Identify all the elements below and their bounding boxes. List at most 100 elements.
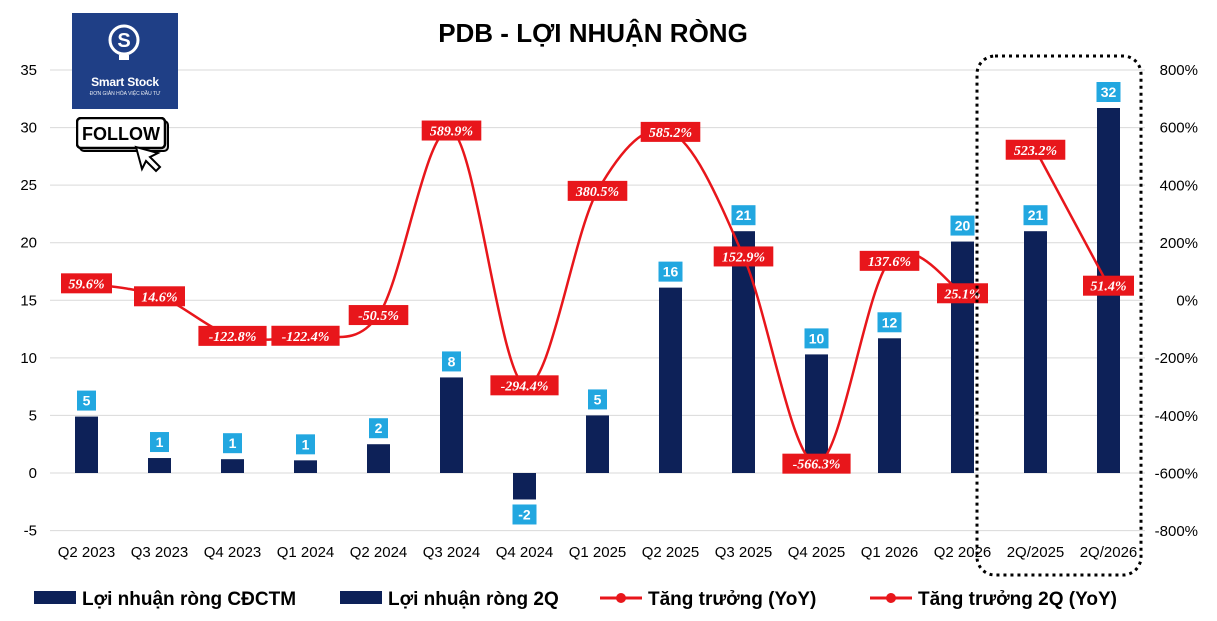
x-tick-label: Q1 2024: [277, 544, 335, 561]
y-axis-right: -800% -600% -400% -200% 0% 200% 400% 600% 800%: [1155, 62, 1198, 540]
y-axis-left: -5 0 5 10 15 20 25 30 35: [20, 62, 37, 540]
growth-label: 59.6%: [68, 277, 104, 292]
growth-label-box: [490, 375, 559, 396]
bar-label-box: [1096, 81, 1121, 102]
growth-line: [1034, 149, 1110, 287]
legend-label: Lợi nhuận ròng CĐCTM: [82, 589, 296, 610]
growth-label: 585.2%: [649, 126, 692, 141]
bar-label: 5: [594, 391, 602, 407]
y-right-tick-label: -200%: [1155, 350, 1198, 367]
y-left-tick-label: 30: [20, 120, 37, 137]
bar-label: 1: [302, 436, 310, 452]
x-tick-label: Q3 2025: [715, 544, 773, 561]
cursor-icon: [134, 145, 162, 173]
bar-label-box: [1023, 205, 1048, 226]
follow-button-label: FOLLOW: [82, 124, 160, 144]
growth-label-box: [640, 121, 701, 142]
growth-label: 137.6%: [868, 255, 911, 270]
bar-label-box: [369, 418, 388, 439]
x-tick-label: Q3 2023: [131, 544, 189, 561]
bar-label: 1: [156, 434, 164, 450]
bar-label-box: [588, 389, 607, 410]
legend-label: Tăng trưởng 2Q (YoY): [918, 589, 1117, 610]
growth-label: 380.5%: [575, 185, 619, 200]
bar-label: 12: [882, 314, 898, 330]
y-right-tick-label: -600%: [1155, 465, 1198, 482]
bar: [367, 444, 390, 473]
y-right-tick-label: 800%: [1160, 62, 1198, 79]
bar: [75, 416, 98, 473]
growth-label: 14.6%: [141, 290, 177, 305]
y-left-tick-label: 5: [29, 407, 37, 424]
y-left-tick-label: 20: [20, 235, 37, 252]
legend-marker: [886, 593, 896, 603]
bar: [294, 460, 317, 473]
svg-text:S: S: [117, 30, 130, 52]
logo-name: Smart Stock: [91, 75, 159, 89]
y-left-tick-label: 10: [20, 350, 37, 367]
growth-label: -566.3%: [793, 458, 841, 473]
bar-label: 21: [736, 207, 752, 223]
bar-label-box: [658, 261, 683, 282]
bar: [148, 458, 171, 473]
y-left-tick-label: 35: [20, 62, 37, 79]
x-tick-label: Q2 2024: [350, 544, 408, 561]
highlight-frame: [975, 54, 1143, 577]
bar-label-box: [950, 215, 975, 236]
bar: [1024, 231, 1047, 473]
bar: [878, 338, 901, 473]
growth-line: [86, 128, 964, 465]
bar: [586, 415, 609, 473]
bar-label-box: [77, 390, 96, 411]
lightbulb-icon: S: [108, 24, 140, 60]
bar-label: 10: [809, 330, 825, 346]
x-tick-label: Q4 2023: [204, 544, 262, 561]
growth-labels: 59.6% 14.6% -122.8% -122.4% -50.5% 589.9% -294…: [61, 120, 1134, 474]
bar-label-box: [442, 351, 461, 372]
y-left-tick-label: 0: [29, 465, 37, 482]
chart-title: PDB - LỢI NHUẬN RÒNG: [438, 18, 748, 48]
bar-label-box: [150, 432, 169, 453]
y-left-tick-label: -5: [24, 523, 37, 540]
bar-label-box: [804, 328, 829, 349]
growth-label: 523.2%: [1014, 144, 1057, 159]
bar-label: 16: [663, 264, 679, 280]
x-axis: Q2 2023 Q3 2023 Q4 2023 Q1 2024 Q2 2024 Q3 20…: [58, 544, 1138, 561]
bar: [805, 354, 828, 473]
growth-label-box: [198, 325, 267, 346]
y-right-tick-label: 0%: [1176, 293, 1198, 310]
growth-label: 152.9%: [722, 250, 765, 265]
growth-label-box: [421, 120, 482, 141]
x-tick-label: 2Q/2025: [1007, 544, 1065, 561]
growth-label-box: [713, 246, 774, 267]
bar-label: 8: [448, 353, 456, 369]
legend-swatch: [340, 591, 382, 604]
y-left-tick-label: 25: [20, 177, 37, 194]
growth-label: -50.5%: [358, 309, 399, 324]
x-tick-label: Q4 2025: [788, 544, 846, 561]
y-right-tick-label: 400%: [1160, 177, 1198, 194]
growth-label-box: [61, 273, 112, 294]
x-tick-label: Q1 2026: [861, 544, 919, 561]
bar-label-box: [223, 433, 242, 454]
legend-swatch: [34, 591, 76, 604]
bar: [732, 231, 755, 473]
x-tick-label: Q3 2024: [423, 544, 481, 561]
growth-label: -122.8%: [209, 330, 257, 345]
growth-label: 589.9%: [430, 125, 473, 140]
logo-tagline: ĐƠN GIẢN HÓA VIỆC ĐẦU TƯ: [89, 91, 161, 97]
growth-label: -122.4%: [282, 330, 330, 345]
bar: [513, 473, 536, 500]
growth-label-box: [937, 283, 988, 304]
bar-label: 5: [83, 393, 91, 409]
follow-button[interactable]: FOLLOW: [76, 117, 172, 175]
growth-label-box: [859, 250, 920, 271]
growth-label: -294.4%: [501, 379, 549, 394]
growth-label-box: [1083, 275, 1134, 296]
y-left-tick-label: 15: [20, 292, 37, 309]
x-tick-label: Q1 2025: [569, 544, 627, 561]
y-right-tick-label: -400%: [1155, 408, 1198, 425]
y-right-tick-label: 600%: [1160, 120, 1198, 137]
